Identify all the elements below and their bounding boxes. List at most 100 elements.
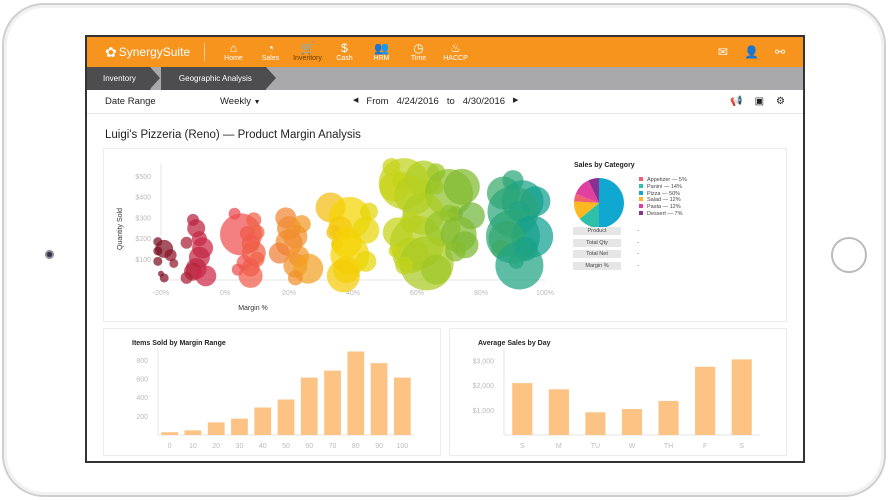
chart-title: Average Sales by Day — [478, 340, 551, 347]
bubble-point[interactable] — [428, 179, 444, 195]
legend-label: Salad — 12% — [647, 197, 681, 204]
y-tick-label: $2,000 — [473, 383, 495, 390]
bubble-point[interactable] — [159, 273, 169, 283]
breadcrumb-inventory[interactable]: Inventory — [87, 67, 160, 90]
next-week-icon[interactable]: ▶ — [513, 97, 519, 104]
legend-label: Panini — 14% — [647, 183, 682, 190]
x-tick-label: 70 — [329, 443, 337, 450]
detail-label: Total Qty — [573, 238, 621, 247]
pie-slice-dessert[interactable] — [588, 178, 599, 203]
pie-slice-salad[interactable] — [574, 201, 599, 219]
bar[interactable] — [184, 430, 202, 435]
bubble-point[interactable] — [195, 265, 217, 287]
pie-slice-pasta[interactable] — [575, 180, 599, 203]
y-tick-label: $100 — [135, 257, 151, 264]
toolbar-icons: 📢 ▣ ⚙ — [730, 96, 785, 107]
bubble-point[interactable] — [238, 263, 263, 288]
bubble-point[interactable] — [395, 256, 414, 275]
bubble-point[interactable] — [268, 242, 290, 264]
nav-item-cash[interactable]: $ Cash — [326, 42, 363, 63]
bubble-point[interactable] — [508, 253, 524, 269]
user-icon[interactable]: 👤 — [743, 45, 759, 59]
bubble-point[interactable] — [388, 245, 401, 257]
bubble-point[interactable] — [246, 212, 262, 228]
nav-item-haccp[interactable]: ♨ HACCP — [437, 42, 474, 63]
x-tick-label: S — [739, 443, 744, 450]
prev-week-icon[interactable]: ◀ — [353, 97, 359, 104]
pie-slice-appetizer[interactable] — [574, 193, 599, 203]
bar[interactable] — [370, 363, 388, 435]
bubble-point[interactable] — [443, 168, 480, 205]
bubble-point[interactable] — [169, 258, 179, 268]
items-bar-chart: 200 400 600 800 0 10 20 30 40 50 60 70 80 90 100 — [136, 347, 414, 450]
pie-slice-pizza[interactable] — [599, 178, 624, 228]
bubble-point[interactable] — [287, 270, 303, 286]
margin-analysis-card: $100 $200 $300 $400 $500 -20% 0% 20% 40% 60% 80% 10… — [103, 148, 787, 322]
legend-item: Pasta — 12% — [639, 204, 687, 211]
bar[interactable] — [231, 418, 248, 435]
nav-item-inventory[interactable]: 🛒 Inventory — [289, 41, 326, 63]
legend-label: Appetizer — 5% — [647, 177, 687, 183]
bubble-point[interactable] — [326, 259, 360, 293]
page-title: Luigi's Pizzeria (Reno) — Product Margin… — [105, 129, 361, 141]
settings-icon[interactable]: ⚙ — [776, 96, 785, 107]
from-date[interactable]: 4/24/2016 — [396, 96, 439, 107]
bubble-point[interactable] — [444, 240, 466, 262]
megaphone-icon[interactable]: 📢 — [730, 96, 743, 107]
bar[interactable] — [585, 412, 606, 435]
legend-swatch — [639, 204, 643, 209]
cart-icon: 🛒 — [300, 41, 315, 55]
bar[interactable] — [254, 407, 272, 435]
bar[interactable] — [300, 377, 318, 435]
nav-item-hrm[interactable]: 👥 HRM — [363, 42, 400, 63]
y-tick-label: 600 — [136, 377, 148, 384]
legend-label: Pasta — 12% — [647, 204, 681, 211]
bubble-chart: $100 $200 $300 $400 $500 -20% 0% 20% 40% 60% 80% 10… — [117, 158, 554, 312]
period-select[interactable]: Weekly ▼ — [220, 96, 261, 107]
nav-item-label: Sales — [261, 55, 280, 62]
nav-item-sales[interactable]: ◔ Sales — [252, 42, 289, 63]
y-tick-label: $400 — [135, 195, 151, 202]
bubble-point[interactable] — [421, 254, 452, 285]
y-tick-label: 400 — [136, 395, 148, 402]
bubble-point[interactable] — [355, 250, 377, 272]
y-tick-label: $3,000 — [473, 358, 495, 365]
bubble-point[interactable] — [180, 271, 193, 284]
bar[interactable] — [161, 432, 179, 435]
x-tick-label: 80 — [352, 443, 360, 450]
camera — [45, 250, 54, 259]
bar[interactable] — [731, 359, 752, 435]
bubble-point[interactable] — [153, 256, 163, 266]
bubble-point[interactable] — [164, 249, 177, 262]
bar[interactable] — [347, 351, 365, 435]
nav-item-time[interactable]: ◷ Time — [400, 42, 437, 63]
legend-item: Salad — 12% — [639, 197, 687, 204]
money-icon[interactable]: ▣ — [754, 96, 765, 107]
bar[interactable] — [277, 399, 295, 435]
bar[interactable] — [324, 370, 341, 435]
link-icon[interactable]: ⚯ — [774, 45, 785, 59]
gears-icon: ✿ — [105, 43, 117, 60]
home-icon: ⌂ — [229, 41, 238, 55]
bar[interactable] — [658, 400, 679, 435]
bubble-point[interactable] — [360, 202, 378, 221]
nav-item-home[interactable]: ⌂ Home — [215, 41, 252, 63]
bar[interactable] — [512, 383, 533, 435]
breadcrumb-geographic-analysis[interactable]: Geographic Analysis — [160, 67, 276, 90]
bubble-point[interactable] — [153, 246, 163, 256]
nav-item-label: Home — [224, 55, 243, 62]
brand-logo[interactable]: ✿ SynergySuite — [87, 43, 205, 61]
bar[interactable] — [621, 409, 643, 435]
y-tick-label: $200 — [135, 236, 151, 243]
bar[interactable] — [695, 366, 716, 435]
top-nav: ✿ SynergySuite ⌂ Home ◔ Sales 🛒 Inventory $ Cash… — [87, 37, 803, 67]
bar[interactable] — [548, 389, 569, 435]
period-value: Weekly — [220, 96, 251, 107]
home-button[interactable] — [831, 237, 867, 273]
to-date[interactable]: 4/30/2016 — [462, 96, 506, 107]
mail-icon[interactable]: ✉ — [717, 45, 728, 59]
pie-slice-panini[interactable] — [579, 203, 599, 228]
bar[interactable] — [207, 422, 225, 435]
bubble-point[interactable] — [180, 236, 193, 249]
bar[interactable] — [393, 377, 411, 435]
